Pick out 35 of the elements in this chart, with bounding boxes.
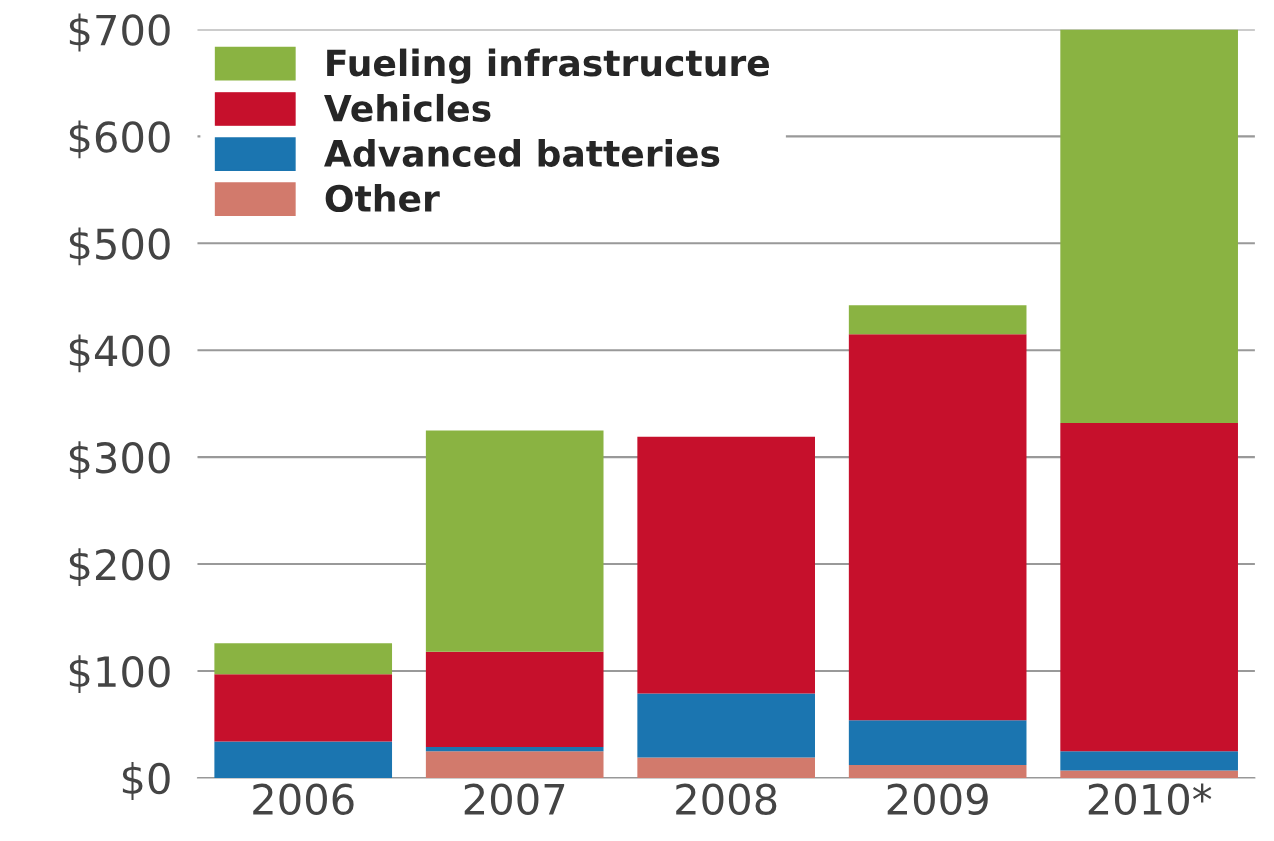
y-tick-label: $700 — [69, 13, 170, 52]
bar — [214, 643, 393, 675]
legend-label: Fueling infrastructure — [327, 48, 769, 84]
y-tick-label: $100 — [69, 655, 170, 693]
bar — [848, 765, 1027, 778]
bar — [214, 741, 393, 778]
bar — [425, 430, 604, 652]
y-tick-label: $0 — [122, 762, 170, 800]
bar — [848, 334, 1027, 721]
legend-label: Other — [325, 184, 440, 213]
y-tick-label: $600 — [69, 120, 170, 159]
bar — [637, 757, 815, 778]
bar — [1060, 422, 1238, 752]
bar — [1060, 29, 1238, 423]
x-tick-label: 2010* — [1088, 783, 1212, 816]
bar — [425, 651, 604, 747]
bar — [214, 674, 393, 742]
x-tick-label: 2006 — [253, 783, 354, 816]
bar — [1060, 770, 1238, 778]
bar — [848, 720, 1027, 766]
x-tick-label: 2008 — [676, 783, 777, 816]
y-tick-label: $400 — [69, 334, 170, 373]
bar — [425, 746, 604, 752]
bar — [1060, 751, 1238, 771]
y-tick-label: $300 — [69, 441, 170, 480]
y-tick-label: $200 — [69, 548, 170, 587]
bar — [848, 305, 1027, 335]
x-tick-label: 2009 — [887, 783, 988, 816]
bar — [425, 751, 604, 778]
x-tick-label: 2007 — [464, 783, 565, 816]
y-tick-label: $500 — [69, 227, 170, 266]
bar — [637, 436, 815, 694]
bar — [637, 693, 815, 758]
legend-label: Vehicles — [324, 93, 491, 122]
legend-label: Advanced batteries — [324, 138, 720, 167]
